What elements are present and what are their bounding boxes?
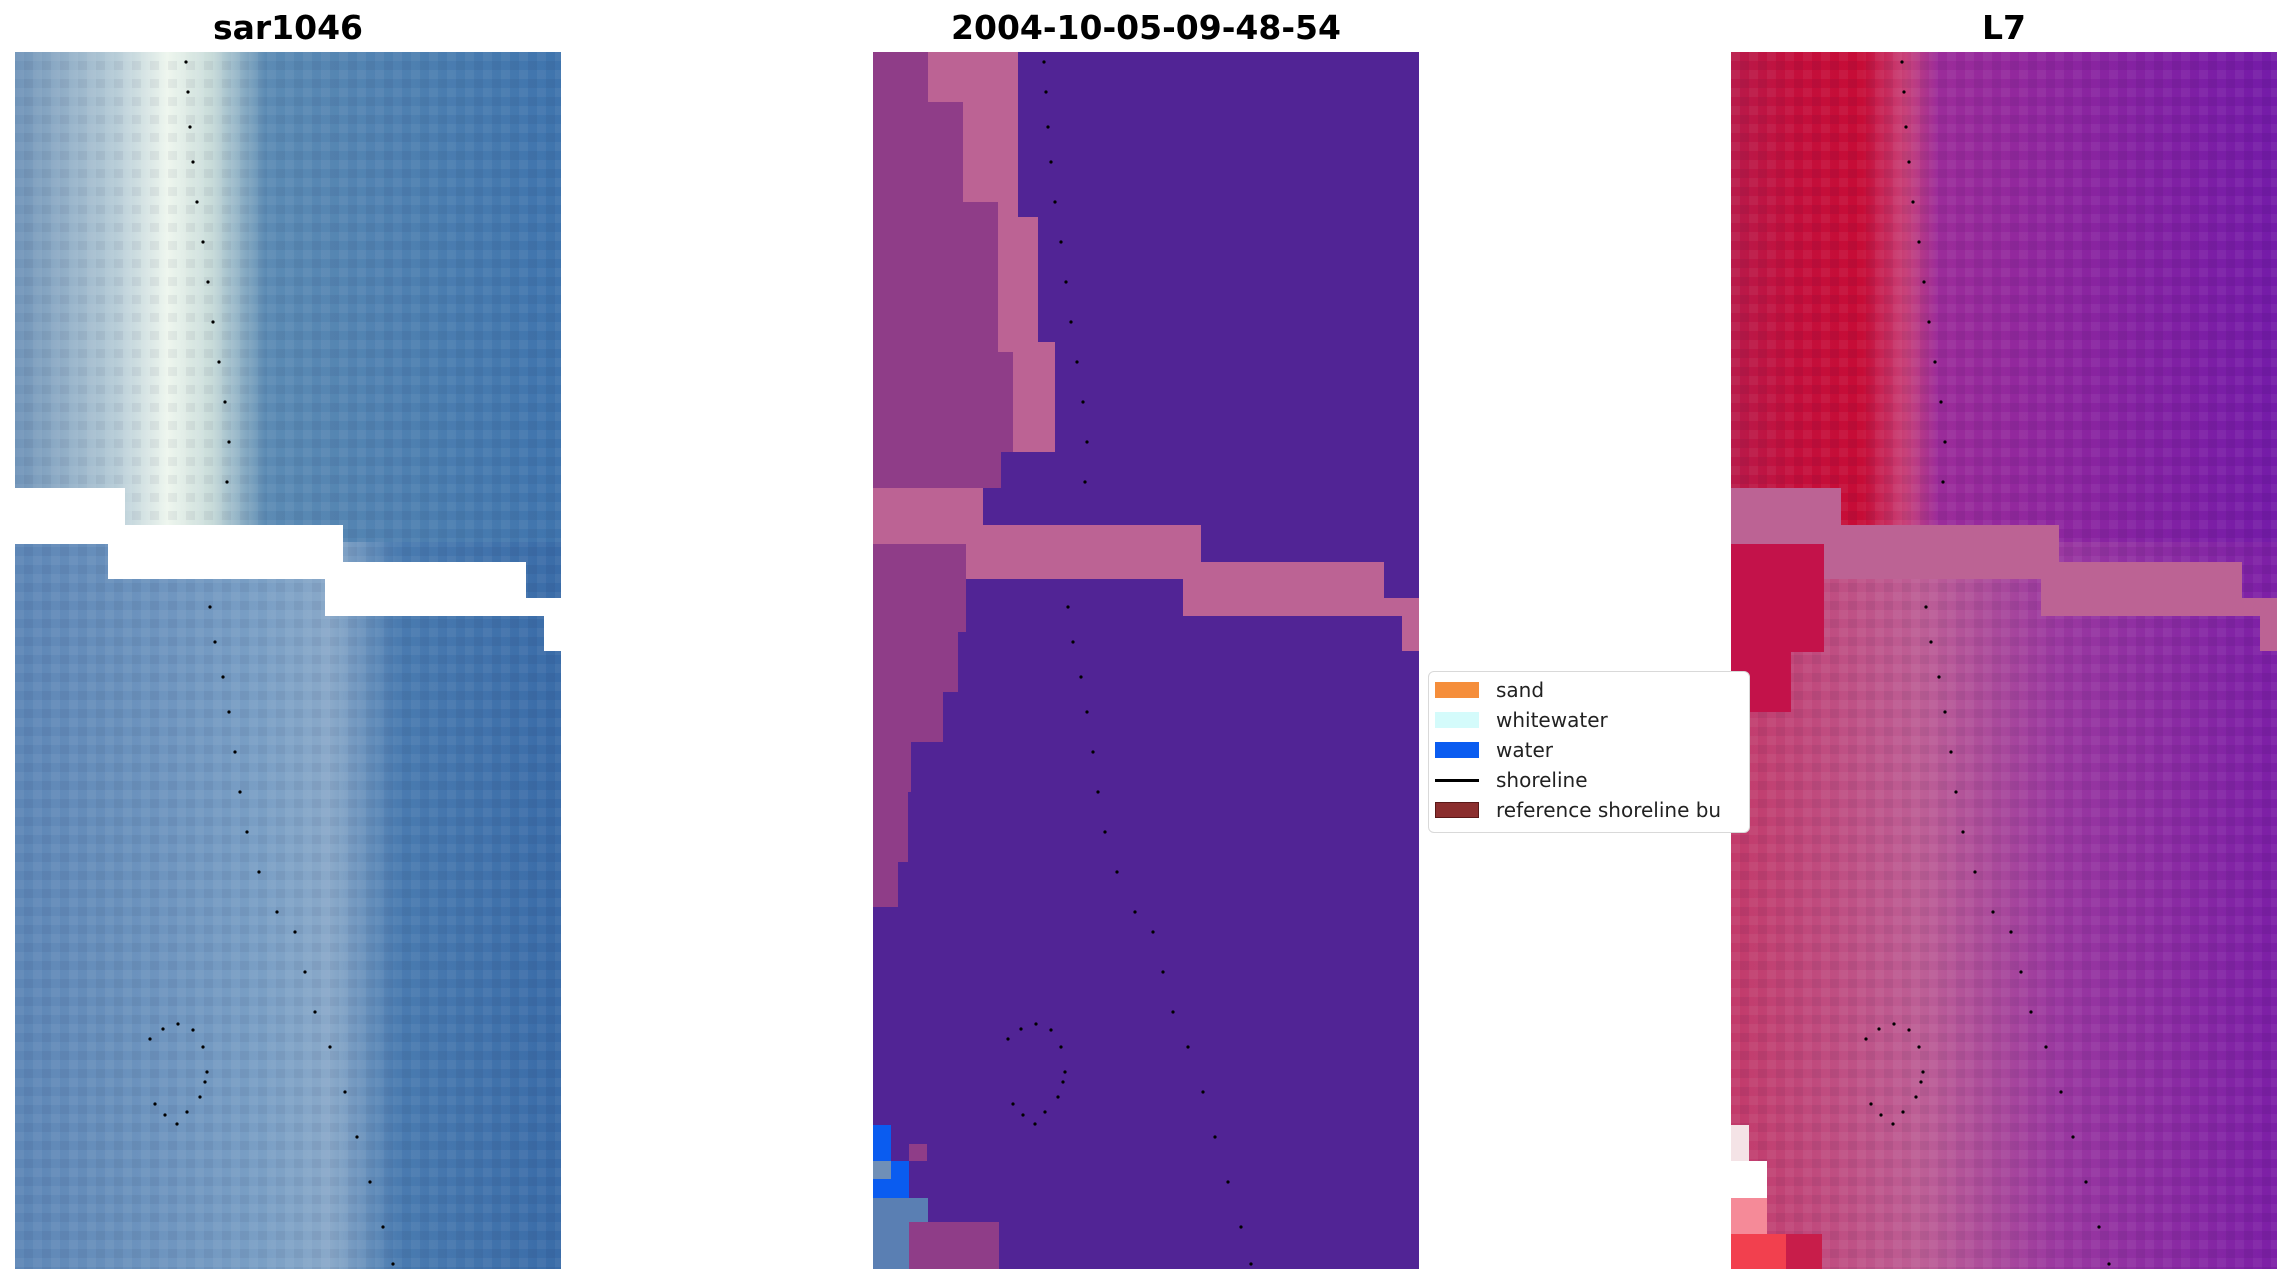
panel-title-rgb: sar1046 bbox=[212, 8, 364, 47]
panel-title-false-color: L7 bbox=[1982, 8, 2026, 47]
legend: sand whitewater water shoreline referenc… bbox=[1428, 671, 1750, 833]
legend-label-reference-buffer: reference shoreline bu bbox=[1496, 798, 1722, 822]
legend-item-sand: sand bbox=[1435, 675, 1544, 705]
legend-item-whitewater: whitewater bbox=[1435, 705, 1608, 735]
rgb-image-panel bbox=[15, 52, 561, 1269]
legend-item-water: water bbox=[1435, 735, 1553, 765]
panel-title-classification: 2004-10-05-09-48-54 bbox=[951, 8, 1341, 47]
legend-label-water: water bbox=[1496, 738, 1553, 762]
shoreline-dots bbox=[148, 60, 395, 1266]
sand-swatch bbox=[1435, 682, 1479, 698]
false-color-panel bbox=[1731, 52, 2277, 1269]
legend-item-shoreline: shoreline bbox=[1435, 765, 1588, 795]
shoreline-dots bbox=[1864, 60, 2111, 1266]
classification-panel bbox=[873, 52, 1419, 1269]
shoreline-dots bbox=[1006, 60, 1253, 1266]
legend-label-sand: sand bbox=[1496, 678, 1545, 702]
reference-buffer-swatch bbox=[1435, 802, 1479, 818]
whitewater-swatch bbox=[1435, 712, 1479, 728]
legend-item-reference-buffer: reference shoreline bu bbox=[1435, 795, 1721, 825]
classification-image bbox=[873, 52, 1419, 1269]
water-swatch bbox=[1435, 742, 1479, 758]
shoreline-line-swatch bbox=[1435, 778, 1479, 782]
legend-label-whitewater: whitewater bbox=[1496, 708, 1608, 732]
legend-label-shoreline: shoreline bbox=[1496, 768, 1588, 792]
rgb-image bbox=[15, 52, 561, 1269]
false-color-image bbox=[1731, 52, 2277, 1269]
